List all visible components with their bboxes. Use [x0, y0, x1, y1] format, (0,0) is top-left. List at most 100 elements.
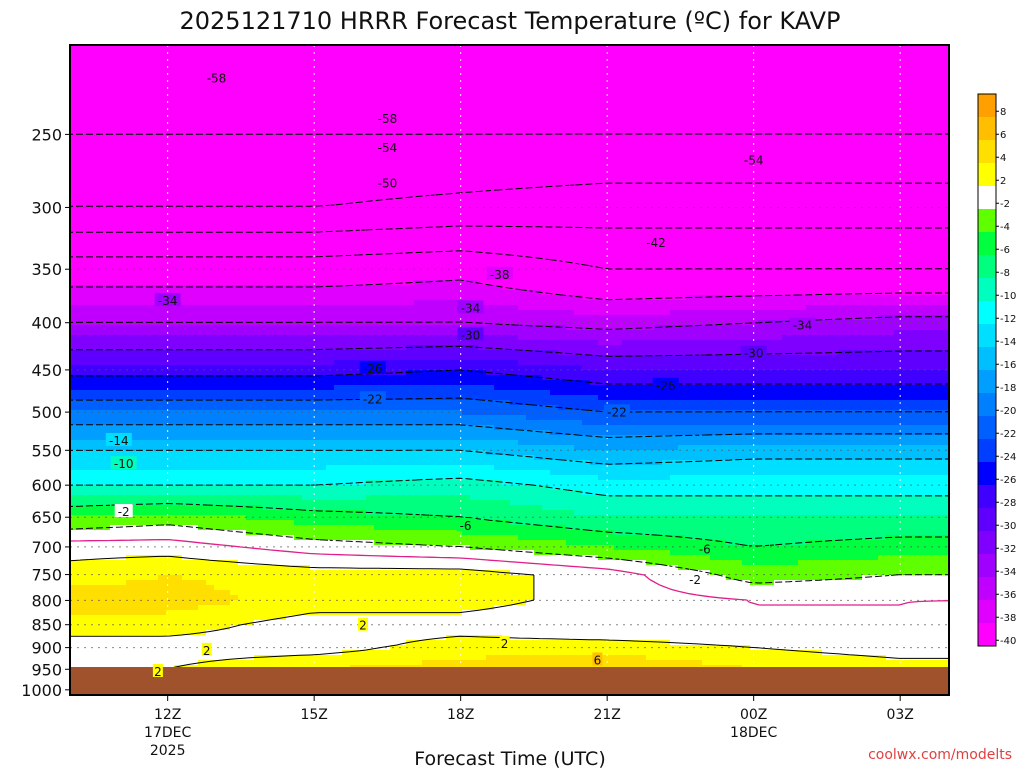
heat-cell: [574, 115, 583, 121]
heat-cell: [758, 70, 767, 76]
heat-cell: [678, 185, 687, 191]
heat-cell: [342, 205, 351, 211]
heat-cell: [526, 105, 535, 111]
heat-cell: [670, 215, 679, 221]
heat-cell: [526, 210, 535, 216]
heat-cell: [582, 165, 591, 171]
heat-cell: [598, 125, 607, 131]
heat-cell: [822, 215, 831, 221]
heat-cell: [238, 240, 247, 246]
heat-cell: [278, 260, 287, 266]
heat-cell: [502, 185, 511, 191]
heat-cell: [870, 195, 879, 201]
heat-cell: [294, 260, 303, 266]
heat-cell: [294, 130, 303, 136]
heat-cell: [86, 225, 95, 231]
heat-cell: [134, 230, 143, 236]
heat-cell: [718, 135, 727, 141]
heat-cell: [334, 125, 343, 131]
heat-cell: [510, 235, 519, 241]
heat-cell: [814, 230, 823, 236]
heat-cell: [910, 255, 919, 261]
heat-cell: [510, 105, 519, 111]
heat-cell: [78, 175, 87, 181]
heat-cell: [814, 205, 823, 211]
heat-cell: [702, 95, 711, 101]
heat-cell: [902, 65, 911, 71]
heat-cell: [494, 240, 503, 246]
heat-cell: [766, 60, 775, 66]
heat-cell: [486, 135, 495, 141]
heat-cell: [94, 110, 103, 116]
heat-cell: [542, 230, 551, 236]
heat-cell: [558, 70, 567, 76]
heat-cell: [206, 150, 215, 156]
heat-cell: [550, 190, 559, 196]
heat-cell: [454, 130, 463, 136]
heat-cell: [542, 70, 551, 76]
heat-cell: [342, 100, 351, 106]
heat-cell: [590, 230, 599, 236]
heat-cell: [942, 155, 949, 161]
heat-cell: [142, 95, 151, 101]
heat-cell: [150, 95, 159, 101]
heat-cell: [638, 125, 647, 131]
heat-cell: [494, 65, 503, 71]
heat-cell: [430, 120, 439, 126]
heat-cell: [398, 210, 407, 216]
heat-cell: [710, 90, 719, 96]
heat-cell: [662, 145, 671, 151]
heat-cell: [86, 170, 95, 176]
heat-cell: [630, 115, 639, 121]
heat-cell: [734, 75, 743, 81]
heat-cell: [334, 80, 343, 86]
heat-cell: [318, 270, 327, 276]
heat-cell: [286, 140, 295, 146]
heat-cell: [198, 210, 207, 216]
heat-cell: [702, 90, 711, 96]
heat-cell: [278, 255, 287, 261]
heat-cell: [518, 130, 527, 136]
heat-cell: [262, 95, 271, 101]
heat-cell: [750, 85, 759, 91]
heat-cell: [734, 170, 743, 176]
heat-cell: [550, 145, 559, 151]
heat-cell: [886, 160, 895, 166]
heat-cell: [414, 170, 423, 176]
heat-cell: [798, 220, 807, 226]
heat-cell: [454, 105, 463, 111]
heat-cell: [934, 155, 943, 161]
heat-cell: [486, 200, 495, 206]
heat-cell: [518, 265, 527, 271]
heat-cell: [582, 210, 591, 216]
heat-cell: [518, 235, 527, 241]
heat-cell: [462, 240, 471, 246]
heat-cell: [446, 220, 455, 226]
heat-cell: [422, 230, 431, 236]
heat-cell: [614, 125, 623, 131]
heat-cell: [270, 145, 279, 151]
heat-cell: [462, 175, 471, 181]
heat-cell: [174, 80, 183, 86]
heat-cell: [318, 60, 327, 66]
heat-cell: [158, 190, 167, 196]
heat-cell: [406, 100, 415, 106]
heat-cell: [190, 250, 199, 256]
heat-cell: [830, 180, 839, 186]
heat-cell: [614, 210, 623, 216]
heat-cell: [718, 150, 727, 156]
heat-cell: [190, 165, 199, 171]
heat-cell: [710, 165, 719, 171]
heat-cell: [478, 145, 487, 151]
heat-cell: [518, 205, 527, 211]
heat-cell: [582, 75, 591, 81]
heat-cell: [166, 160, 175, 166]
heat-cell: [222, 130, 231, 136]
heat-cell: [94, 80, 103, 86]
heat-cell: [734, 215, 743, 221]
heat-cell: [262, 145, 271, 151]
heat-cell: [750, 195, 759, 201]
heat-cell: [430, 95, 439, 101]
heat-cell: [582, 85, 591, 91]
heat-cell: [510, 250, 519, 256]
